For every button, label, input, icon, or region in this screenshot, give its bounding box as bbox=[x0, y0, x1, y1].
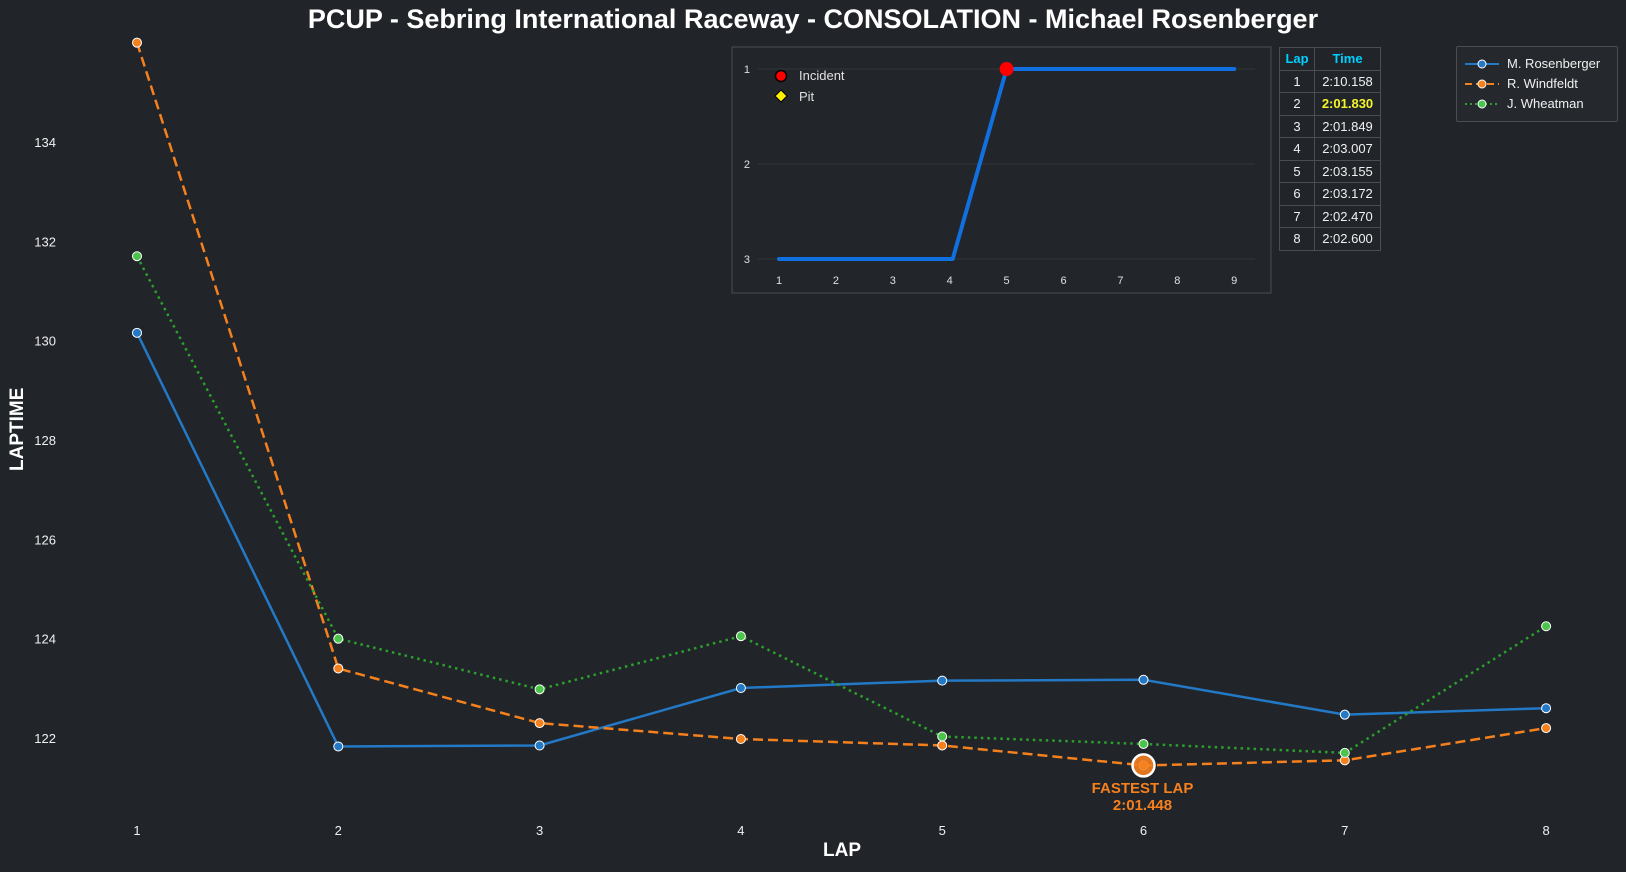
x-tick-label: 7 bbox=[1341, 823, 1348, 838]
x-tick-label: 2 bbox=[335, 823, 342, 838]
series-point-1 bbox=[1541, 723, 1552, 734]
series-point-0 bbox=[132, 327, 142, 338]
lap-time-cell: 2:02.600 bbox=[1314, 227, 1381, 251]
inset-x-tick-label: 5 bbox=[1004, 275, 1010, 287]
table-row: 1 2:10.158 bbox=[1279, 69, 1381, 93]
lap-number-cell: 2 bbox=[1279, 92, 1315, 116]
series-line-1 bbox=[135, 42, 1547, 767]
table-header-row: Lap Time bbox=[1279, 47, 1381, 71]
incident-legend-label: Incident bbox=[799, 68, 845, 83]
y-tick-label: 124 bbox=[34, 632, 56, 647]
table-row: 3 2:01.849 bbox=[1279, 114, 1381, 138]
table-row: 8 2:02.600 bbox=[1279, 227, 1381, 251]
series-line-0 bbox=[135, 332, 1547, 748]
series-point-2 bbox=[735, 631, 746, 642]
x-axis-label: LAP bbox=[823, 840, 861, 861]
inset-y-tick-label: 1 bbox=[744, 64, 750, 76]
table-row: 2 2:01.830 bbox=[1279, 92, 1381, 116]
series-point-1 bbox=[937, 740, 948, 751]
inset-x-tick-label: 7 bbox=[1117, 275, 1123, 287]
series-point-2 bbox=[1339, 747, 1350, 758]
series-point-0 bbox=[1339, 709, 1350, 720]
y-tick-label: 130 bbox=[34, 334, 56, 349]
lap-time-cell: 2:01.849 bbox=[1314, 114, 1381, 138]
lap-time-cell: 2:03.155 bbox=[1314, 159, 1381, 183]
pit-legend-label: Pit bbox=[799, 89, 815, 104]
series-point-2 bbox=[132, 251, 142, 262]
series-point-2 bbox=[534, 684, 545, 695]
inset-x-tick-label: 1 bbox=[776, 275, 782, 287]
table-row: 6 2:03.172 bbox=[1279, 182, 1381, 206]
x-tick-label: 4 bbox=[737, 823, 744, 838]
lap-time-cell: 2:10.158 bbox=[1314, 69, 1381, 93]
chart-title: PCUP - Sebring International Raceway - C… bbox=[307, 4, 1319, 34]
series-point-2 bbox=[1541, 621, 1552, 632]
series-point-0 bbox=[1138, 674, 1149, 685]
series-line-2 bbox=[135, 255, 1547, 755]
y-tick-label: 134 bbox=[34, 135, 56, 150]
y-tick-label: 128 bbox=[34, 433, 56, 448]
inset-x-tick-label: 4 bbox=[947, 275, 953, 287]
series-point-0 bbox=[937, 675, 948, 686]
y-tick-label: 122 bbox=[34, 731, 56, 746]
lap-number-cell: 5 bbox=[1279, 159, 1315, 183]
incident-legend-icon bbox=[774, 69, 788, 83]
inset-y-tick-label: 3 bbox=[744, 254, 750, 266]
series-point-0 bbox=[1541, 703, 1552, 714]
series-point-2 bbox=[1138, 738, 1149, 749]
table-row: 4 2:03.007 bbox=[1279, 137, 1381, 161]
lap-number-cell: 8 bbox=[1279, 227, 1315, 251]
lap-number-cell: 6 bbox=[1279, 182, 1315, 206]
inset-y-tick-label: 2 bbox=[744, 159, 750, 171]
series-point-1 bbox=[333, 663, 344, 674]
lap-number-cell: 4 bbox=[1279, 137, 1315, 161]
series-point-0 bbox=[534, 740, 545, 751]
pit-legend-icon bbox=[774, 89, 788, 103]
lap-number-cell: 1 bbox=[1279, 69, 1315, 93]
table-header-time: Time bbox=[1314, 47, 1381, 71]
y-tick-label: 126 bbox=[34, 532, 56, 547]
series-point-1 bbox=[132, 37, 142, 48]
lap-number-cell: 7 bbox=[1279, 204, 1315, 228]
inset-x-tick-label: 6 bbox=[1060, 275, 1066, 287]
fastest-lap-time: 2:01.448 bbox=[1112, 797, 1173, 814]
series-point-1 bbox=[534, 718, 545, 729]
table-row: 7 2:02.470 bbox=[1279, 204, 1381, 228]
lap-time-cell: 2:01.830 bbox=[1314, 92, 1381, 116]
x-tick-label: 6 bbox=[1140, 823, 1147, 838]
x-tick-label: 1 bbox=[133, 823, 140, 838]
table-row: 5 2:03.155 bbox=[1279, 159, 1381, 183]
x-tick-label: 8 bbox=[1542, 823, 1549, 838]
lap-time-cell: 2:02.470 bbox=[1314, 204, 1381, 228]
lap-number-cell: 3 bbox=[1279, 114, 1315, 138]
lap-time-cell: 2:03.007 bbox=[1314, 137, 1381, 161]
y-axis-label: LAPTIME bbox=[7, 387, 28, 471]
table-header-lap: Lap bbox=[1279, 47, 1315, 71]
inset-x-tick-label: 8 bbox=[1174, 275, 1180, 287]
series-point-1 bbox=[735, 733, 746, 744]
series-point-2 bbox=[937, 731, 948, 742]
fastest-lap-marker bbox=[1131, 753, 1156, 778]
lap-times-table: Lap Time 1 2:10.158 2 2:01.830 3 2:01.849 4 2:0… bbox=[1279, 47, 1381, 251]
x-tick-label: 5 bbox=[939, 823, 946, 838]
lap-time-cell: 2:03.172 bbox=[1314, 182, 1381, 206]
inset-x-tick-label: 9 bbox=[1231, 275, 1237, 287]
series-point-2 bbox=[333, 633, 344, 644]
fastest-lap-label: FASTEST LAP bbox=[1091, 780, 1194, 797]
x-tick-label: 3 bbox=[536, 823, 543, 838]
y-tick-label: 132 bbox=[34, 234, 56, 249]
inset-incident-marker bbox=[999, 62, 1014, 76]
inset-x-tick-label: 2 bbox=[833, 275, 839, 287]
series-point-0 bbox=[333, 741, 344, 752]
main-legend: M. Rosenberger R. Windfeldt J. Wheatman bbox=[1456, 46, 1618, 122]
series-point-0 bbox=[735, 682, 746, 693]
inset-x-tick-label: 3 bbox=[890, 275, 896, 287]
